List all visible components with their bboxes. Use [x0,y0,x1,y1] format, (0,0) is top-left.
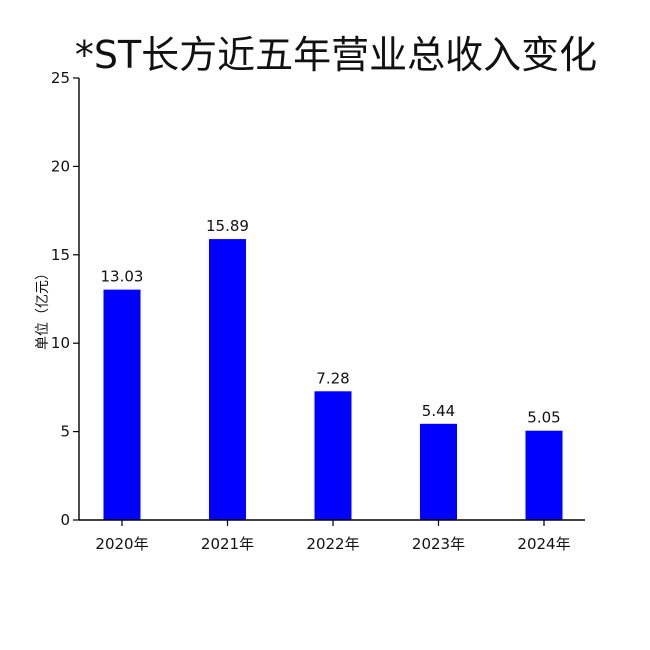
data-label-1: 15.89 [206,217,249,235]
y-axis-label: 单位（亿元） [35,266,51,350]
bar-2 [314,391,352,520]
y-tick-label-2: 10 [51,334,70,352]
x-tick-label-4: 2024年 [517,535,570,553]
x-tick-label-1: 2021年 [201,535,254,553]
bar-4 [525,430,563,520]
x-tick-label-0: 2020年 [95,535,148,553]
x-tick-label-3: 2023年 [412,535,465,553]
data-label-2: 7.28 [316,369,349,387]
bar-3 [420,423,457,520]
bar-1 [209,239,246,520]
bar-0 [103,289,141,520]
y-axis-ticks: 0 5 10 15 20 25 [51,69,79,529]
data-labels-group: 13.03 15.89 7.28 5.44 5.05 [101,217,561,427]
data-label-4: 5.05 [527,409,560,427]
y-tick-label-0: 0 [60,511,70,529]
data-label-3: 5.44 [422,402,455,420]
y-tick-label-4: 20 [51,157,70,175]
y-tick-label-5: 25 [51,69,70,87]
data-label-0: 13.03 [101,268,144,286]
y-tick-label-1: 5 [60,423,70,441]
bars-group [103,239,563,520]
x-tick-label-2: 2022年 [306,535,359,553]
x-axis-ticks: 2020年 2021年 2022年 2023年 2024年 [95,520,571,553]
y-tick-label-3: 15 [51,246,70,264]
chart-title: *ST长方近五年营业总收入变化 [75,33,597,77]
